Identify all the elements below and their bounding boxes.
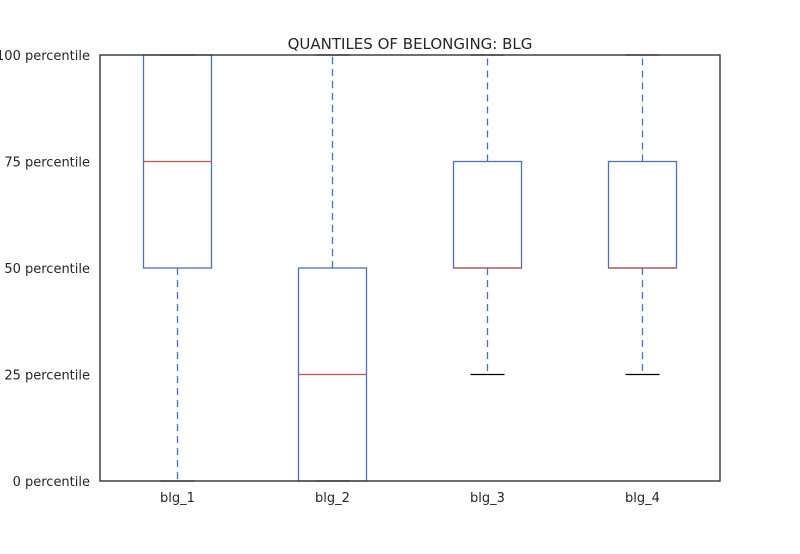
plot-area: 0 percentile 25 percentile 50 percentile 75… [0, 49, 721, 506]
y-tick-label-75: 75 percentile [4, 156, 90, 171]
y-tick-label-25: 25 percentile [4, 369, 90, 384]
y-tick-label-0: 0 percentile [13, 475, 90, 490]
x-tick-label-blg-1: blg_1 [160, 491, 195, 506]
x-tick-label-blg-4: blg_4 [625, 491, 660, 506]
chart-title: QUANTILES OF BELONGING: BLG [288, 35, 533, 53]
box-blg-4 [607, 160, 678, 269]
box-blg-3 [452, 160, 523, 269]
y-tick-label-100: 100 percentile [0, 49, 90, 64]
x-tick-label-blg-3: blg_3 [470, 491, 505, 506]
x-tick-label-blg-2: blg_2 [315, 491, 350, 506]
y-tick-label-50: 50 percentile [4, 262, 90, 277]
axes-frame [99, 54, 721, 482]
